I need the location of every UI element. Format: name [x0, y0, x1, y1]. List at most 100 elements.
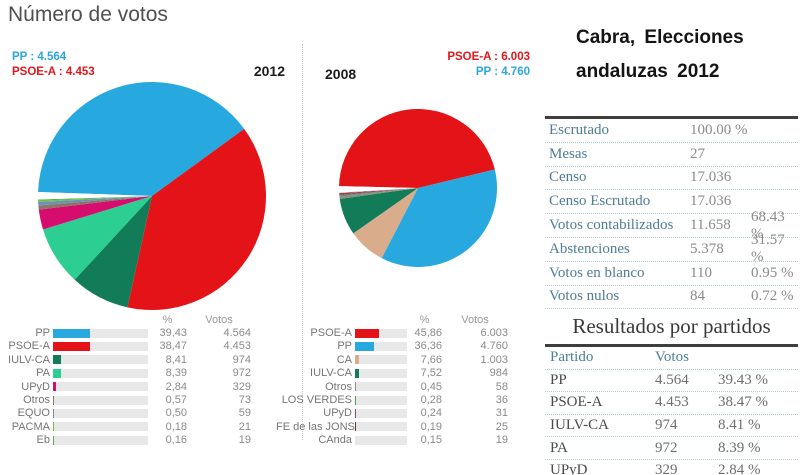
party-label: FE de las JONS: [276, 420, 355, 433]
party-pct: 7,52: [420, 367, 442, 380]
party-votes: 974: [232, 353, 251, 366]
party-pct: 2,84: [165, 380, 187, 393]
stat-label: Votos contabilizados: [549, 217, 674, 234]
column-votos: Votos: [655, 349, 689, 366]
party-votes: 19: [495, 434, 508, 447]
pie-slice-UPyD[interactable]: [339, 188, 418, 196]
stat-value: 27: [690, 145, 705, 162]
stat-value: 84: [690, 288, 705, 305]
result-pct: 8.41 %: [718, 417, 761, 434]
year-label-2012: 2012: [253, 63, 285, 79]
party-label: CA: [336, 353, 352, 366]
column-votes: Votos: [461, 313, 489, 326]
party-bar: [53, 382, 56, 392]
party-row-IULV-CA: IULV-CA 7,52 984: [276, 367, 510, 380]
pie-slice-blank: [339, 186, 418, 193]
bar-track: [355, 368, 407, 378]
results-table: Partido Votos PP 4.564 39.43 % PSOE-A 4.453 3…: [545, 347, 798, 475]
party-votes: 31: [495, 407, 508, 420]
party-row-CAnda: CAnda 0,15 19: [276, 434, 510, 447]
party-votes: 19: [238, 434, 251, 447]
party-votes: 21: [238, 420, 251, 433]
party-pct: 0,18: [165, 420, 187, 433]
party-pct: 0,15: [420, 434, 442, 447]
column-pct: %: [419, 313, 430, 326]
pie-slice-IULV-CA[interactable]: [339, 188, 418, 234]
bar-track: [355, 395, 407, 405]
stat-pct: 68.43 %: [751, 208, 785, 242]
party-table-header: % Votos: [8, 313, 253, 326]
pie-slice-Otros[interactable]: [339, 188, 418, 199]
result-pct: 8.39 %: [718, 439, 761, 456]
result-party: PA: [550, 439, 568, 456]
bar-track: [355, 341, 407, 351]
party-table-2012: % Votos PP 39,43 4.564 PSOE-A 38,47 4.453 IULV…: [8, 313, 253, 447]
party-bar: [53, 395, 54, 405]
stat-value: 11.658: [690, 217, 731, 234]
party-votes: 58: [495, 380, 508, 393]
result-party: UPyD: [550, 462, 588, 475]
pie-slice-IULV-CA[interactable]: [74, 196, 152, 308]
stat-value: 100.00 %: [690, 121, 748, 138]
bar-track: [53, 408, 148, 418]
party-row-Otros: Otros 0,57 73: [8, 393, 253, 406]
chart-divider: [302, 44, 303, 440]
pie-slice-EQUO[interactable]: [38, 196, 152, 206]
stat-label: Mesas: [549, 145, 588, 162]
stat-label: Votos en blanco: [549, 264, 645, 281]
pie-slice-PP[interactable]: [38, 82, 245, 196]
party-label: EQUO: [17, 407, 50, 420]
stat-pct: 31.57 %: [751, 232, 785, 266]
party-label: PP: [35, 327, 50, 340]
stat-label: Abstenciones: [549, 240, 630, 257]
pie-slice-FE de las JONS[interactable]: [339, 188, 418, 195]
pie-slice-CAnda[interactable]: [339, 188, 418, 194]
pie-slice-PSOE-A[interactable]: [339, 109, 495, 188]
party-row-UPyD: UPyD 0,24 31: [276, 407, 510, 420]
party-pct: 0,19: [420, 420, 442, 433]
result-votes: 4.564: [655, 371, 689, 388]
party-pct: 0,50: [165, 407, 187, 420]
party-label: PACMA: [11, 420, 50, 433]
party-bar: [53, 341, 90, 351]
stats-table: Escrutado 100.00 % Mesas 27 Censo 17.036 Censo…: [545, 116, 798, 310]
result-party: PP: [550, 371, 567, 388]
stat-label: Votos nulos: [549, 288, 620, 305]
stat-row: Censo Escrutado 17.036: [545, 190, 798, 215]
bar-track: [355, 382, 407, 392]
party-label: PA: [36, 367, 50, 380]
pie-slice-PACMA[interactable]: [38, 196, 152, 202]
party-bar: [355, 355, 359, 365]
party-bar: [355, 341, 374, 351]
result-row-PA: PA 972 8.39 %: [545, 437, 798, 460]
pie-slice-Otros[interactable]: [38, 196, 152, 210]
party-pct: 7,66: [420, 353, 442, 366]
stat-label: Censo: [549, 169, 587, 186]
pie-slice-PSOE-A[interactable]: [127, 128, 266, 310]
pie-chart-2012: [38, 82, 266, 310]
pie-slice-PA[interactable]: [43, 196, 152, 280]
bar-track: [355, 355, 407, 365]
pie-slice-PP[interactable]: [381, 169, 497, 267]
result-row-UPyD: UPyD 329 2.84 %: [545, 460, 798, 475]
party-table-header: % Votos: [276, 313, 510, 326]
party-label: UPyD: [323, 407, 352, 420]
stat-row: Votos nulos 84 0.72 %: [545, 286, 798, 310]
callout-psoe-2012: PSOE-A : 4.453: [12, 66, 95, 78]
column-pct: %: [162, 313, 173, 326]
result-votes: 972: [655, 439, 678, 456]
pie-slice-Eb[interactable]: [38, 196, 153, 201]
party-row-PSOE-A: PSOE-A 38,47 4.453: [8, 340, 253, 353]
pie-slice-UPyD[interactable]: [38, 196, 152, 230]
party-label: LOS VERDES: [281, 394, 352, 407]
party-pct: 45,86: [414, 327, 442, 340]
result-pct: 39.43 %: [718, 371, 768, 388]
bar-track: [53, 422, 148, 432]
party-bar: [355, 368, 359, 378]
pie-slice-CA[interactable]: [353, 188, 418, 259]
bar-track: [53, 368, 148, 378]
bar-track: [53, 395, 148, 405]
pie-slice-LOS VERDES[interactable]: [339, 188, 418, 197]
party-pct: 39,43: [159, 327, 187, 340]
